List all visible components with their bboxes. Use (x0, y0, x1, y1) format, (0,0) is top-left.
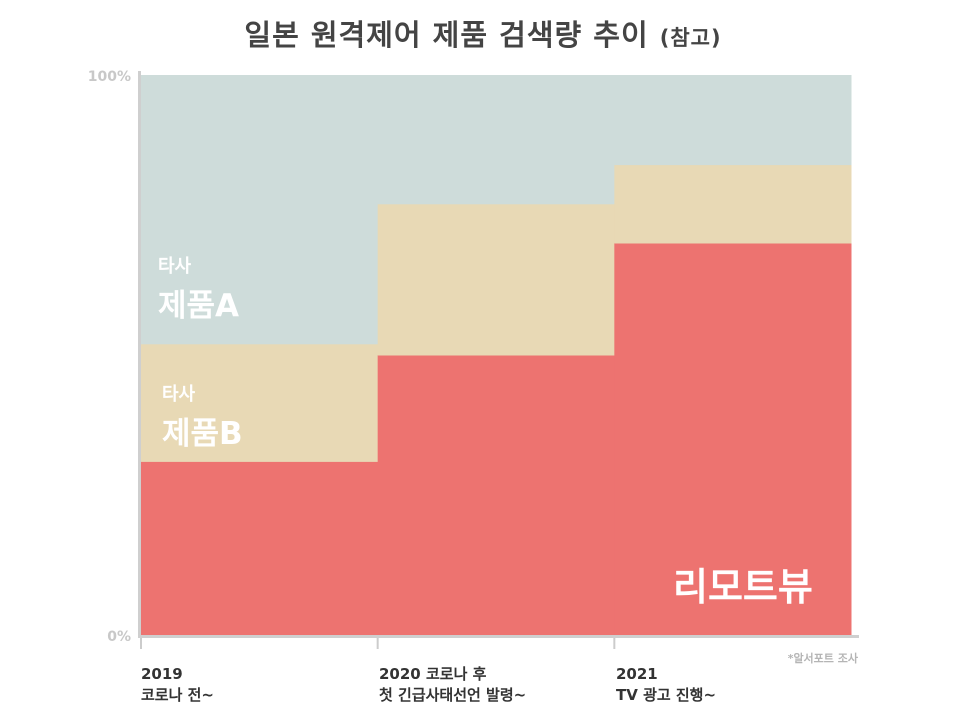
y-tick-label-1: 0% (107, 629, 131, 645)
area-competitor-a-0 (141, 75, 379, 345)
chart-title: 일본 원격제어 제품 검색량 추이 (참고) (0, 12, 966, 54)
area-remoteview-1 (377, 355, 615, 636)
label-competitor-a: 타사 제품A (158, 252, 239, 325)
label-competitor-a-name: 제품A (158, 288, 240, 324)
area-remoteview-2 (614, 243, 852, 636)
label-competitor-b-name: 제품B (162, 416, 243, 452)
area-competitor-b-1 (377, 203, 615, 356)
x-label-2020-line2: 첫 긴급사태선언 발령~ (379, 686, 527, 704)
label-remoteview: 리모트뷰 (673, 565, 813, 609)
x-label-2021-line1: 2021 (616, 665, 658, 683)
x-label-2019-line1: 2019 (141, 665, 183, 683)
area-remoteview-0 (141, 461, 379, 636)
x-label-2021-line2: TV 광고 진행~ (616, 686, 717, 704)
source-note: *알서포트 조사 (787, 652, 858, 665)
x-label-2019-line2: 코로나 전~ (141, 686, 214, 704)
label-competitor-b: 타사 제품B (162, 380, 243, 453)
area-competitor-a-2 (614, 75, 852, 166)
y-tick-label-0: 100% (88, 69, 131, 85)
label-competitor-b-prefix: 타사 (162, 384, 196, 405)
x-label-2020: 2020 코로나 후 첫 긴급사태선언 발령~ (379, 664, 526, 706)
area-competitor-a-1 (377, 75, 615, 205)
area-competitor-b-0 (141, 343, 379, 462)
chart-title-sub: (참고) (659, 26, 722, 50)
label-competitor-a-prefix: 타사 (158, 256, 192, 277)
chart-title-main: 일본 원격제어 제품 검색량 추이 (244, 18, 649, 52)
x-label-2021: 2021 TV 광고 진행~ (616, 664, 716, 706)
area-competitor-b-2 (614, 164, 852, 244)
x-label-2019: 2019 코로나 전~ (141, 664, 214, 706)
x-label-2020-line1: 2020 코로나 후 (379, 665, 487, 683)
